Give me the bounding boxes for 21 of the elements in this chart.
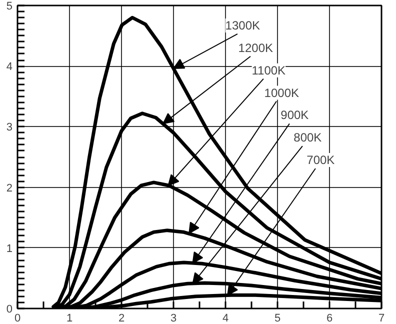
- annotation: 800K: [294, 130, 322, 145]
- x-tick-label: 3: [170, 312, 177, 324]
- annotation: 700K: [306, 153, 335, 168]
- x-tick-label: 2: [118, 312, 125, 324]
- y-tick-label: 2: [6, 182, 13, 194]
- x-tick-label: 7: [378, 312, 385, 324]
- annotation: 1100K: [252, 63, 286, 78]
- y-tick-label: 4: [6, 61, 13, 74]
- annotation: 1000K: [264, 86, 300, 100]
- y-tick-label: 3: [6, 122, 13, 134]
- y-tick-label: 5: [6, 0, 13, 12]
- annotation: 1300K: [225, 18, 260, 32]
- annotation: 900K: [280, 108, 309, 122]
- x-tick-label: 0: [14, 312, 21, 324]
- x-tick-label: 1: [66, 312, 73, 324]
- y-tick-label: 1: [6, 242, 13, 255]
- annotation: 1200K: [238, 40, 274, 55]
- x-tick-label: 4: [222, 312, 229, 324]
- x-tick-label: 5: [274, 312, 281, 324]
- x-tick-label: 6: [326, 312, 333, 324]
- y-tick-label: 0: [6, 304, 13, 316]
